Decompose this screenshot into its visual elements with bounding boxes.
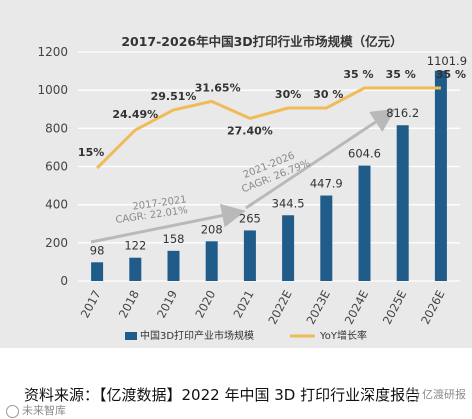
watermark-left-text: 未来智库: [22, 404, 66, 417]
bar-2018: [129, 257, 142, 281]
y-tick-label: 1000: [37, 83, 68, 97]
yoy-line: [96, 86, 441, 170]
bar-data-labels: 98 122 158 208 265 344.5 447.9 604.6 816.2 1101.9: [90, 54, 467, 257]
bar-2023E: [320, 195, 333, 281]
chart-svg: 2017-2026年中国3D打印行业市场规模（亿元） 0 200 400 600 800…: [0, 0, 472, 348]
bar-2020: [205, 241, 218, 281]
line-data-label: 24.49%: [112, 108, 158, 121]
bar-data-label: 1101.9: [427, 54, 467, 68]
cagr-arrow-2017-2021: [90, 203, 246, 244]
line-data-label: 30 %: [313, 88, 343, 101]
legend-label-bar: 中国3D打印产业市场规模: [140, 329, 254, 342]
bar-data-label: 98: [90, 243, 105, 257]
line-data-label: 29.51%: [151, 90, 197, 103]
legend: 中国3D打印产业市场规模 YoY增长率: [125, 329, 367, 342]
line-series: [96, 86, 441, 170]
legend-swatch-bar: [125, 332, 137, 340]
grid-lines: [78, 51, 460, 282]
chart-title: 2017-2026年中国3D打印行业市场规模（亿元）: [121, 34, 402, 49]
line-data-labels: 15%24.49%29.51%31.65%27.40%30% 30 %35 % 35…: [78, 68, 466, 159]
watermark-left: 未来智库: [6, 402, 66, 418]
y-tick-label: 200: [45, 236, 68, 250]
bar-data-label: 265: [239, 211, 261, 225]
watermark-logo-icon: [406, 388, 419, 402]
line-data-label: 35 %: [436, 68, 466, 81]
watermark-right: 亿渡研报: [406, 386, 466, 402]
bar-2024E: [358, 165, 371, 281]
bar-2025E: [396, 125, 409, 281]
bar-data-label: 816.2: [386, 106, 419, 120]
y-tick-label: 400: [45, 198, 68, 212]
bar-2021: [243, 230, 256, 281]
plot-background: [0, 0, 472, 348]
line-data-label: 31.65%: [195, 81, 241, 94]
bar-data-label: 158: [163, 232, 185, 246]
line-data-label: 15%: [78, 146, 104, 159]
bar-2017: [91, 262, 104, 281]
bar-data-label: 122: [124, 239, 146, 253]
cagr-arrows: [90, 108, 396, 244]
bar-2019: [167, 250, 180, 281]
line-data-label: 30%: [275, 88, 301, 101]
watermark-logo-icon: [6, 404, 19, 418]
bar-2026E: [434, 70, 447, 281]
line-data-label: 35 %: [386, 68, 416, 81]
line-data-label: 27.40%: [227, 124, 273, 137]
y-tick-label: 0: [60, 274, 68, 288]
y-axis-ticks: 0 200 400 600 800 1000 1200: [37, 45, 68, 288]
watermark-right-text: 亿渡研报: [422, 388, 466, 401]
bar-data-label: 447.9: [310, 177, 343, 191]
y-tick-label: 1200: [37, 45, 68, 59]
bar-2022E: [282, 215, 295, 281]
cagr-arrow-2021-2026: [245, 108, 396, 210]
line-data-label: 35 %: [343, 68, 373, 81]
y-tick-label: 800: [45, 121, 68, 135]
chart-panel: 2017-2026年中国3D打印行业市场规模（亿元） 0 200 400 600 800…: [0, 0, 472, 348]
legend-label-line: YoY增长率: [319, 329, 367, 342]
bar-series: [91, 70, 447, 281]
source-citation: 资料来源：【亿渡数据】2022 年中国 3D 打印行业深度报告: [24, 386, 421, 404]
bar-data-label: 344.5: [272, 196, 305, 210]
bar-data-label: 208: [201, 222, 223, 236]
y-tick-label: 600: [45, 160, 68, 174]
bar-data-label: 604.6: [348, 147, 381, 161]
